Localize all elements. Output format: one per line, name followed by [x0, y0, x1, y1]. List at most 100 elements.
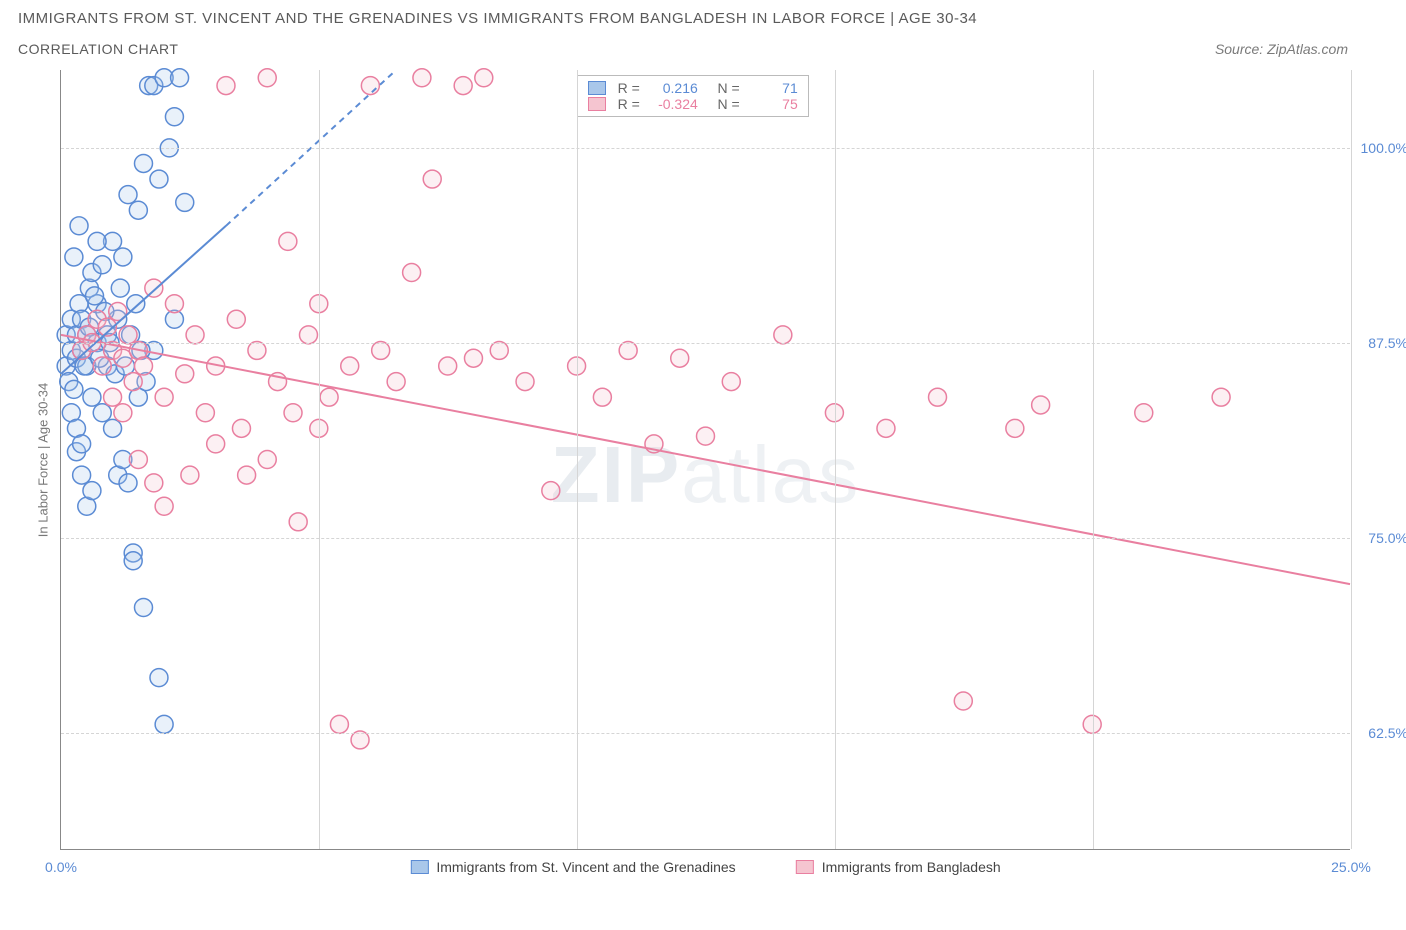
n-label-1: N =: [710, 80, 740, 96]
data-point: [145, 279, 163, 297]
data-point: [119, 186, 137, 204]
data-point: [124, 552, 142, 570]
gridline-h: [61, 538, 1350, 539]
swatch-bottom-1: [410, 860, 428, 874]
data-point: [73, 466, 91, 484]
gridline-v: [835, 70, 836, 849]
y-tick-label: 75.0%: [1352, 530, 1406, 546]
data-point: [248, 341, 266, 359]
data-point: [83, 388, 101, 406]
r-label-2: R =: [618, 96, 640, 112]
data-point: [593, 388, 611, 406]
data-point: [1135, 404, 1153, 422]
gridline-v: [1093, 70, 1094, 849]
legend-item-2: Immigrants from Bangladesh: [796, 859, 1001, 875]
data-point: [289, 513, 307, 531]
data-point: [176, 365, 194, 383]
data-point: [129, 451, 147, 469]
n-value-1: 71: [746, 80, 798, 96]
y-tick-label: 62.5%: [1352, 725, 1406, 741]
series-legend: Immigrants from St. Vincent and the Gren…: [410, 859, 1000, 875]
data-point: [135, 599, 153, 617]
data-point: [284, 404, 302, 422]
gridline-h: [61, 148, 1350, 149]
swatch-series-1: [588, 81, 606, 95]
data-point: [135, 154, 153, 172]
data-point: [70, 217, 88, 235]
data-point: [186, 326, 204, 344]
data-point: [258, 451, 276, 469]
data-point: [403, 264, 421, 282]
data-point: [671, 349, 689, 367]
data-point: [1032, 396, 1050, 414]
n-value-2: 75: [746, 96, 798, 112]
data-point: [697, 427, 715, 445]
legend-row-series-2: R = -0.324 N = 75: [588, 96, 798, 112]
data-point: [372, 341, 390, 359]
data-point: [413, 69, 431, 87]
data-point: [1212, 388, 1230, 406]
data-point: [93, 404, 111, 422]
data-point: [464, 349, 482, 367]
data-point: [83, 482, 101, 500]
x-tick-label: 25.0%: [1331, 859, 1371, 875]
y-axis-label: In Labor Force | Age 30-34: [36, 382, 51, 536]
data-point: [104, 419, 122, 437]
data-point: [542, 482, 560, 500]
r-value-2: -0.324: [646, 96, 698, 112]
x-tick-label: 0.0%: [45, 859, 77, 875]
data-point: [516, 373, 534, 391]
data-point: [86, 287, 104, 305]
data-point: [361, 77, 379, 95]
gridline-v: [577, 70, 578, 849]
legend-label-2: Immigrants from Bangladesh: [822, 859, 1001, 875]
data-point: [155, 388, 173, 406]
plot-area: ZIPatlas In Labor Force | Age 30-34 R = …: [60, 70, 1350, 850]
data-point: [114, 404, 132, 422]
data-point: [1006, 419, 1024, 437]
source-attribution: Source: ZipAtlas.com: [1215, 41, 1388, 57]
data-point: [619, 341, 637, 359]
data-point: [722, 373, 740, 391]
data-point: [258, 69, 276, 87]
data-point: [93, 256, 111, 274]
data-point: [877, 419, 895, 437]
swatch-series-2: [588, 97, 606, 111]
data-point: [181, 466, 199, 484]
data-point: [299, 326, 317, 344]
data-point: [954, 692, 972, 710]
data-point: [150, 170, 168, 188]
data-point: [279, 232, 297, 250]
data-point: [207, 435, 225, 453]
data-point: [196, 404, 214, 422]
data-point: [165, 108, 183, 126]
data-point: [127, 295, 145, 313]
data-point: [929, 388, 947, 406]
data-point: [320, 388, 338, 406]
data-point: [774, 326, 792, 344]
data-point: [88, 232, 106, 250]
data-point: [330, 715, 348, 733]
y-tick-label: 100.0%: [1352, 140, 1406, 156]
r-label-1: R =: [618, 80, 640, 96]
data-point: [165, 295, 183, 313]
r-value-1: 0.216: [646, 80, 698, 96]
data-point: [114, 248, 132, 266]
n-label-2: N =: [710, 96, 740, 112]
data-point: [439, 357, 457, 375]
swatch-bottom-2: [796, 860, 814, 874]
data-point: [454, 77, 472, 95]
data-point: [155, 497, 173, 515]
data-point: [341, 357, 359, 375]
data-point: [176, 193, 194, 211]
data-point: [238, 466, 256, 484]
legend-label-1: Immigrants from St. Vincent and the Gren…: [436, 859, 735, 875]
gridline-v: [319, 70, 320, 849]
data-point: [475, 69, 493, 87]
y-tick-label: 87.5%: [1352, 335, 1406, 351]
data-point: [387, 373, 405, 391]
data-point: [135, 357, 153, 375]
data-point: [104, 388, 122, 406]
data-point: [423, 170, 441, 188]
data-point: [65, 380, 83, 398]
